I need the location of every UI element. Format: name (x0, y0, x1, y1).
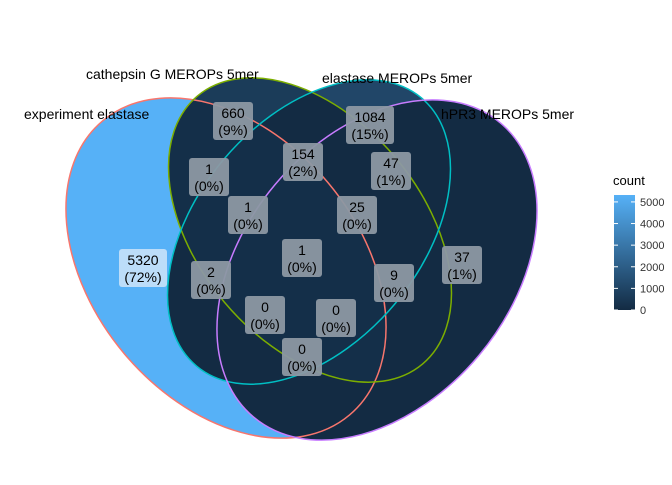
region-count-label: 660 (221, 105, 245, 121)
region-percent-label: (0%) (196, 281, 226, 297)
set-outline-hpr3 (216, 99, 538, 441)
legend-tick-label: 5000 (640, 197, 664, 209)
region-count-label: 37 (454, 249, 470, 265)
region-count-label: 1 (244, 199, 252, 215)
region-label-background (119, 249, 167, 287)
region-count-label: 47 (383, 155, 399, 171)
region-label-background (282, 338, 322, 376)
region-count-label: 0 (332, 302, 340, 318)
region-label: 47(1%) (371, 152, 411, 190)
legend-tick-label: 0 (640, 305, 646, 317)
region-label-background (442, 246, 482, 284)
legend-tick-label: 1000 (640, 283, 664, 295)
region-label: 9(0%) (374, 264, 414, 302)
legend-title: count (613, 173, 645, 188)
region-label: 0(0%) (316, 299, 356, 337)
legend-colorbar (614, 195, 635, 310)
region-percent-label: (0%) (250, 316, 280, 332)
region-label: 0(0%) (245, 296, 285, 334)
region-label-background (282, 239, 322, 277)
region-label: 1(0%) (282, 239, 322, 277)
region-label-background (283, 143, 323, 181)
region-percent-label: (15%) (351, 126, 388, 142)
region-percent-label: (72%) (124, 269, 161, 285)
region-percent-label: (1%) (376, 172, 406, 188)
set-labels: experiment elastase cathepsin G MEROPs 5… (24, 66, 574, 122)
region-label: 1(0%) (228, 196, 268, 234)
region-label-background (374, 264, 414, 302)
region-count-label: 1 (298, 242, 306, 258)
region-label-background (346, 106, 394, 144)
region-label-background (245, 296, 285, 334)
region-count-label: 0 (261, 299, 269, 315)
region-percent-label: (0%) (287, 259, 317, 275)
region-label-background (191, 261, 231, 299)
region-label-background (213, 102, 253, 140)
region-percent-label: (1%) (447, 266, 477, 282)
region-count-label: 1 (205, 161, 213, 177)
region-label: 660(9%) (213, 102, 253, 140)
region-label: 37(1%) (442, 246, 482, 284)
legend: count 5000 4000 3000 2000 1000 0 (613, 173, 664, 317)
region-count-label: 25 (349, 199, 365, 215)
legend-tick-label: 2000 (640, 262, 664, 274)
region-label-background (337, 196, 377, 234)
legend-tick-label: 4000 (640, 219, 664, 231)
region-percent-label: (0%) (287, 358, 317, 374)
region-label: 5320(72%) (119, 249, 167, 287)
region-percent-label: (2%) (288, 163, 318, 179)
region-label: 1(0%) (189, 158, 229, 196)
region-count-label: 1084 (354, 109, 385, 125)
region-label-background (316, 299, 356, 337)
region-label-background (228, 196, 268, 234)
region-percent-label: (9%) (218, 122, 248, 138)
set-label-hpr3: hPR3 MEROPs 5mer (441, 106, 574, 122)
region-percent-label: (0%) (342, 216, 372, 232)
set-label-elastase-merops: elastase MEROPs 5mer (322, 70, 472, 86)
region-label-background (371, 152, 411, 190)
region-label: 0(0%) (282, 338, 322, 376)
region-percent-label: (0%) (233, 216, 263, 232)
legend-ticks: 5000 4000 3000 2000 1000 0 (614, 197, 664, 317)
region-percent-label: (0%) (379, 284, 409, 300)
region-percent-label: (0%) (321, 319, 351, 335)
region-label-background (189, 158, 229, 196)
region-count-label: 2 (207, 264, 215, 280)
set-label-experiment-elastase: experiment elastase (24, 106, 150, 122)
legend-tick-label: 3000 (640, 240, 664, 252)
region-count-label: 9 (390, 267, 398, 283)
region-count-label: 5320 (127, 252, 158, 268)
region-label: 1084(15%) (346, 106, 394, 144)
region-count-label: 0 (298, 341, 306, 357)
region-count-label: 154 (291, 146, 315, 162)
region-labels: 5320(72%)660(9%)1084(15%)37(1%)1(0%)154(… (119, 102, 482, 376)
region-label: 25(0%) (337, 196, 377, 234)
region-percent-label: (0%) (194, 178, 224, 194)
set-label-cathepsin-g: cathepsin G MEROPs 5mer (86, 66, 259, 82)
region-label: 2(0%) (191, 261, 231, 299)
set-outline-experiment-elastase (65, 97, 387, 439)
region-label: 154(2%) (283, 143, 323, 181)
